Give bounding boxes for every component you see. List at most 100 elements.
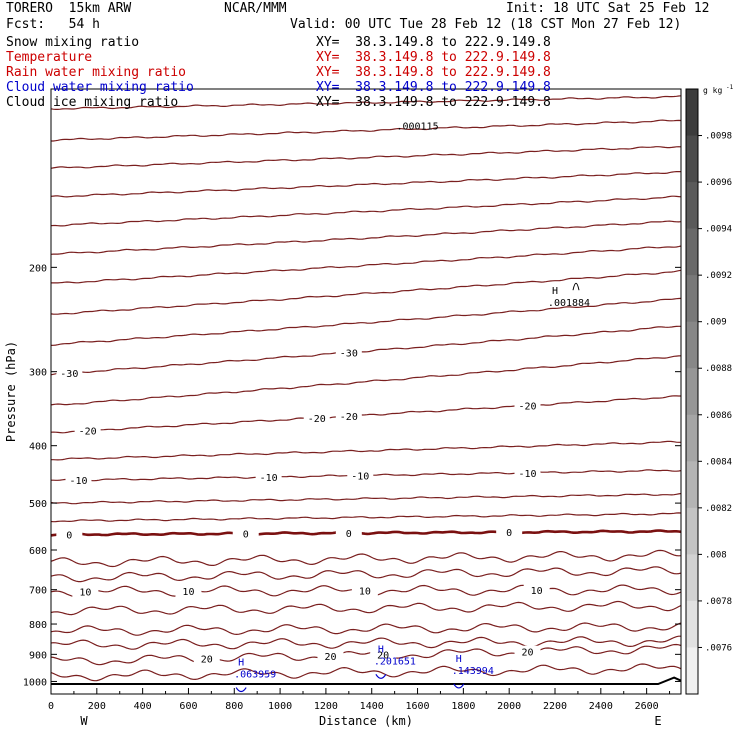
- y-tick-label: 600: [29, 546, 47, 557]
- isotherm-label-bg: [303, 411, 330, 424]
- isotherm-line: [50, 663, 682, 682]
- isotherm-label-bg: [335, 346, 362, 359]
- forecast-hour: Fcst: 54 h: [6, 17, 100, 32]
- isotherm-line: [50, 220, 682, 255]
- isotherm-line: [50, 643, 682, 666]
- colorbar-segment: [686, 89, 698, 137]
- isotherm-line: [50, 325, 681, 376]
- colorbar-segment: [686, 461, 698, 509]
- isotherm-line: [51, 119, 682, 142]
- colorbar-segment: [686, 228, 698, 276]
- colorbar-segment: [686, 368, 698, 416]
- axes: 0 200 400 600 800 1000 1200 1400 1600 1800 2000 220…: [4, 88, 682, 728]
- colorbar-segment: [686, 321, 698, 369]
- x-tick-label: 2600: [635, 701, 659, 712]
- y-tick-label: 200: [29, 263, 47, 274]
- x-tick-label: 800: [225, 701, 243, 712]
- y-axis-label: Pressure (hPa): [4, 341, 18, 442]
- cloud-water-max-marker: H: [238, 658, 244, 669]
- cloud-water-contour: [375, 673, 387, 679]
- y-tick-label: 400: [29, 442, 47, 453]
- isotherm-label-bg: [72, 585, 99, 598]
- isotherm-label-bg: [56, 528, 83, 541]
- x-tick-label: 2400: [589, 701, 613, 712]
- isotherm-line: [51, 440, 681, 461]
- isotherm-line: [51, 245, 682, 284]
- isotherm-label: -30: [340, 348, 358, 359]
- colorbar-tick-label: .0084: [705, 457, 732, 467]
- isotherm-label-bg: [370, 648, 397, 661]
- isotherm-label-bg: [514, 645, 541, 658]
- colorbar-segment: [686, 414, 698, 462]
- isotherm-label: -30: [60, 369, 78, 380]
- init-time: Init: 18 UTC Sat 25 Feb 12: [506, 1, 710, 16]
- legend-cloud-water-name: Cloud water mixing ratio: [6, 80, 194, 95]
- isotherm-label: 10: [79, 587, 91, 598]
- isotherm-label-bg: [514, 399, 541, 412]
- colorbar-tick-label: .0088: [705, 364, 732, 374]
- colorbar-segment: [686, 135, 698, 183]
- colorbar-segment: [686, 507, 698, 555]
- colorbar-frame: [685, 88, 699, 695]
- isotherm-line: [50, 395, 681, 434]
- isotherm-label-bg: [255, 471, 282, 484]
- isotherm-label: 20: [201, 654, 213, 665]
- isotherm-label-bg: [351, 584, 378, 597]
- x-tick-label: 1000: [268, 701, 292, 712]
- isotherm-label: -10: [260, 473, 278, 484]
- x-tick-label: 1200: [314, 701, 338, 712]
- x-axis-label: Distance (km): [319, 714, 413, 728]
- legend-snow-xy: XY= 38.3.149.8 to 222.9.149.8: [316, 35, 551, 50]
- colorbar: .0098 .0096 .0094 .0092 .009 .0088 .0086 .0084.…: [685, 84, 734, 695]
- y-tick-label: 700: [29, 586, 47, 597]
- snow-max-marker: H: [552, 286, 558, 297]
- isotherm-line: [50, 529, 682, 537]
- isotherm-label-bg: [56, 366, 83, 379]
- colorbar-tick-label: .0094: [705, 225, 732, 235]
- isotherm-label: 0: [66, 530, 72, 541]
- colorbar-tick-label: .0082: [705, 504, 732, 514]
- y-tick-label: 500: [29, 499, 47, 510]
- isotherm-label: -10: [351, 472, 369, 483]
- isotherm-label: 20: [377, 651, 389, 662]
- cloud-water-max-value: .063959: [234, 670, 276, 681]
- colorbar-tick-label: .009: [705, 318, 727, 328]
- colorbar-segment: [686, 647, 698, 695]
- terrain-line: [51, 676, 682, 686]
- x-tick-label: 1600: [405, 701, 429, 712]
- isotherm-line: [50, 146, 682, 169]
- isotherm-line: [50, 297, 682, 346]
- isotherm-line: [50, 269, 682, 315]
- isotherm-label: 20: [521, 648, 533, 659]
- colorbar-segment: [686, 554, 698, 602]
- isotherm-label: -10: [518, 469, 536, 480]
- cloud-water-max-value: .143994: [452, 666, 494, 677]
- snow-max-value: .001884: [548, 298, 590, 309]
- x-tick-label: 600: [179, 701, 197, 712]
- colorbar-unit: g kg: [703, 86, 722, 95]
- isotherm-label: 20: [324, 652, 336, 663]
- isotherm-line: [50, 512, 682, 523]
- y-tick-label: 1000: [23, 677, 47, 688]
- isotherm-line: [50, 622, 682, 636]
- colorbar-tick-label: .0098: [705, 132, 732, 142]
- colorbar-segment: [686, 182, 698, 230]
- isotherm-label: 10: [182, 587, 194, 598]
- x-tick-label: 400: [134, 701, 152, 712]
- legend-cloud-ice-name: Cloud ice mixing ratio: [6, 95, 179, 110]
- isotherm-label: -20: [518, 402, 536, 413]
- isotherm-label-bg: [232, 527, 259, 540]
- x-end-label-east: E: [654, 714, 661, 728]
- cloud-water-max-value: .201651: [374, 656, 416, 667]
- legend-rain-xy: XY= 38.3.149.8 to 222.9.149.8: [316, 65, 551, 80]
- isotherm-line: [50, 195, 682, 227]
- isotherm-label-bg: [65, 474, 92, 487]
- isotherm-label: -20: [308, 414, 326, 425]
- isotherm-label-bg: [74, 424, 101, 437]
- isotherm-line: [50, 355, 682, 406]
- legend-cloud-ice-xy: XY= 38.3.149.8 to 222.9.149.8: [316, 95, 551, 110]
- colorbar-unit-superscript: -1: [726, 84, 734, 91]
- colorbar-tick-label: .0076: [705, 643, 732, 653]
- isotherm-label-bg: [523, 584, 550, 597]
